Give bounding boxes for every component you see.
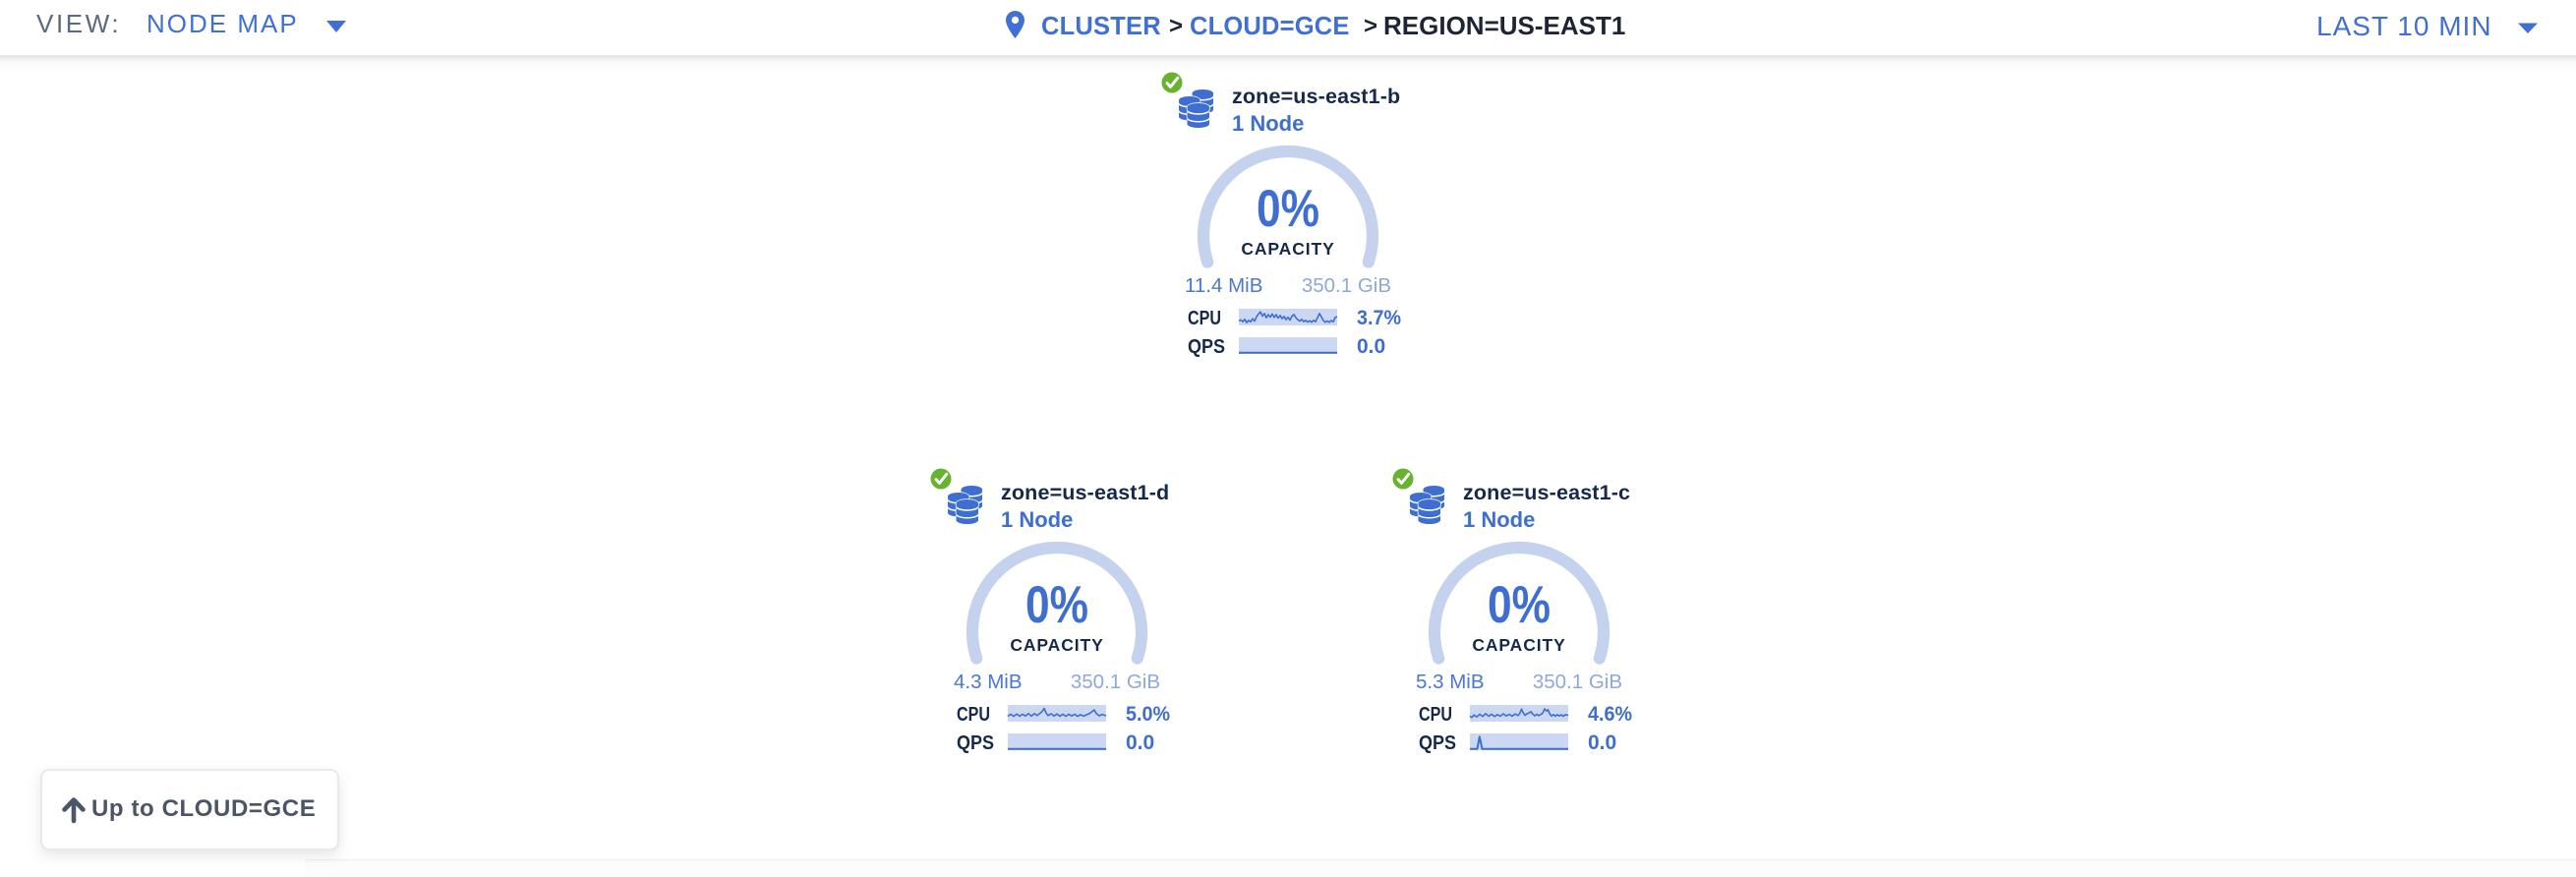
- svg-text:0%: 0%: [1488, 576, 1551, 634]
- svg-text:4.6%: 4.6%: [1588, 703, 1632, 726]
- svg-text:0.0: 0.0: [1588, 731, 1616, 754]
- svg-text:>: >: [1364, 13, 1377, 39]
- svg-text:CPU: CPU: [957, 704, 990, 726]
- svg-text:zone=us-east1-d: zone=us-east1-d: [1001, 481, 1169, 504]
- svg-text:4.3 MiB: 4.3 MiB: [954, 671, 1023, 693]
- svg-text:350.1 GiB: 350.1 GiB: [1071, 671, 1160, 693]
- svg-text:5.3 MiB: 5.3 MiB: [1416, 671, 1485, 693]
- svg-text:Up to CLOUD=GCE: Up to CLOUD=GCE: [91, 795, 316, 822]
- svg-text:0.0: 0.0: [1126, 731, 1154, 754]
- svg-text:0%: 0%: [1257, 180, 1319, 238]
- svg-text:QPS: QPS: [957, 732, 994, 754]
- svg-text:NODE MAP: NODE MAP: [146, 9, 299, 38]
- svg-text:QPS: QPS: [1419, 732, 1456, 754]
- svg-text:CLOUD=GCE: CLOUD=GCE: [1190, 13, 1350, 40]
- svg-text:1 Node: 1 Node: [1232, 111, 1304, 136]
- svg-text:350.1 GiB: 350.1 GiB: [1302, 274, 1391, 297]
- svg-text:zone=us-east1-b: zone=us-east1-b: [1232, 85, 1400, 108]
- svg-text:0.0: 0.0: [1357, 335, 1385, 358]
- svg-text:3.7%: 3.7%: [1357, 307, 1401, 329]
- svg-text:zone=us-east1-c: zone=us-east1-c: [1463, 481, 1630, 504]
- svg-text:LAST 10 MIN: LAST 10 MIN: [2316, 11, 2492, 41]
- svg-text:350.1 GiB: 350.1 GiB: [1533, 671, 1622, 693]
- svg-text:CPU: CPU: [1419, 704, 1452, 726]
- svg-text:5.0%: 5.0%: [1126, 703, 1170, 726]
- svg-text:REGION=US-EAST1: REGION=US-EAST1: [1383, 11, 1625, 40]
- svg-text:0%: 0%: [1025, 576, 1088, 634]
- svg-text:CLUSTER: CLUSTER: [1041, 13, 1161, 40]
- svg-text:VIEW:: VIEW:: [36, 9, 121, 38]
- svg-text:CAPACITY: CAPACITY: [1241, 239, 1334, 259]
- svg-text:11.4 MiB: 11.4 MiB: [1185, 274, 1262, 297]
- svg-text:CAPACITY: CAPACITY: [1010, 635, 1103, 655]
- svg-text:CPU: CPU: [1188, 308, 1221, 329]
- svg-text:>: >: [1169, 13, 1183, 39]
- svg-text:1 Node: 1 Node: [1463, 507, 1535, 532]
- svg-text:CAPACITY: CAPACITY: [1472, 635, 1565, 655]
- svg-text:QPS: QPS: [1188, 336, 1225, 358]
- svg-text:1 Node: 1 Node: [1001, 507, 1073, 532]
